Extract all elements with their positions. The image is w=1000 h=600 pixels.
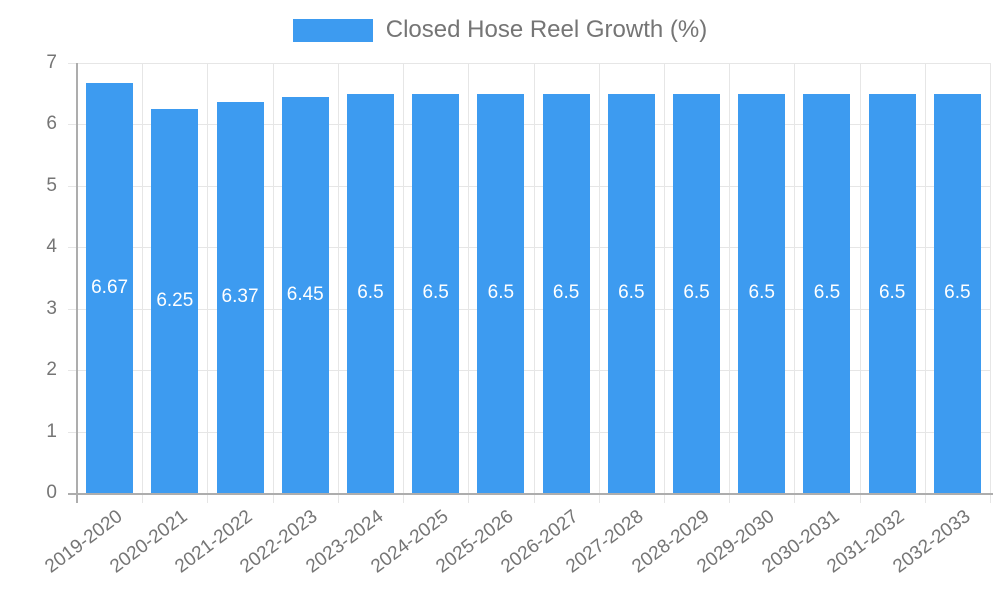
x-axis-line bbox=[68, 493, 993, 495]
bar-value-label: 6.5 bbox=[422, 282, 449, 304]
gridline-vertical bbox=[990, 63, 991, 503]
bar-value-label: 6.5 bbox=[683, 282, 710, 304]
legend-swatch-icon bbox=[292, 18, 373, 42]
bar-2031-2032[interactable] bbox=[868, 93, 916, 493]
gridline-horizontal bbox=[68, 370, 990, 371]
bar-2026-2027[interactable] bbox=[542, 93, 590, 493]
bar-value-label: 6.5 bbox=[878, 282, 906, 304]
y-tick-label: 5 bbox=[46, 174, 57, 196]
bar-value-label: 6.45 bbox=[286, 283, 324, 305]
y-axis-line bbox=[76, 63, 78, 503]
bar-value-label: 6.5 bbox=[357, 282, 384, 304]
y-tick-label: 2 bbox=[46, 359, 57, 381]
bar-2028-2029[interactable] bbox=[673, 93, 721, 493]
bar-2024-2025[interactable] bbox=[412, 93, 460, 493]
bar-2022-2023[interactable] bbox=[281, 96, 329, 493]
y-tick-label: 3 bbox=[46, 297, 57, 319]
bar-value-label: 6.25 bbox=[156, 290, 194, 312]
gridline-vertical bbox=[925, 63, 926, 503]
gridline-horizontal bbox=[68, 186, 990, 187]
bar-2030-2031[interactable] bbox=[803, 93, 851, 493]
gridline-horizontal bbox=[68, 124, 990, 125]
gridline-vertical bbox=[860, 63, 861, 503]
bar-value-label: 6.5 bbox=[813, 282, 841, 304]
bar-value-label: 6.5 bbox=[944, 282, 971, 304]
bar-2020-2021[interactable] bbox=[151, 109, 199, 493]
gridline-horizontal bbox=[68, 432, 990, 433]
bar-value-label: 6.5 bbox=[618, 282, 645, 304]
gridline-vertical bbox=[273, 63, 274, 503]
y-tick-label: 1 bbox=[46, 420, 57, 442]
gridline-vertical bbox=[403, 63, 404, 503]
gridline-vertical bbox=[729, 63, 730, 503]
bar-2029-2030[interactable] bbox=[738, 93, 786, 493]
gridline-vertical bbox=[338, 63, 339, 503]
bar-2021-2022[interactable] bbox=[216, 101, 264, 493]
bar-2019-2020[interactable] bbox=[86, 83, 134, 493]
bar-value-label: 6.67 bbox=[91, 277, 129, 299]
bar-2025-2026[interactable] bbox=[477, 93, 525, 493]
bar-value-label: 6.5 bbox=[487, 282, 515, 304]
y-tick-label: 4 bbox=[46, 236, 57, 258]
legend[interactable]: Closed Hose Reel Growth (%) bbox=[0, 16, 1000, 44]
gridline-vertical bbox=[207, 63, 208, 503]
bar-2023-2024[interactable] bbox=[346, 93, 394, 493]
bar-2032-2033[interactable] bbox=[933, 93, 981, 493]
gridline-vertical bbox=[664, 63, 665, 503]
gridline-vertical bbox=[599, 63, 600, 503]
legend-label: Closed Hose Reel Growth (%) bbox=[385, 16, 708, 43]
y-tick-label: 7 bbox=[46, 52, 57, 73]
y-tick-label: 0 bbox=[46, 482, 57, 503]
bar-value-label: 6.37 bbox=[221, 286, 259, 308]
gridline-vertical bbox=[534, 63, 535, 503]
gridline-vertical bbox=[142, 63, 143, 503]
y-tick-label: 6 bbox=[46, 113, 57, 135]
gridline-vertical bbox=[468, 63, 469, 503]
gridline-horizontal bbox=[68, 247, 990, 248]
gridline-vertical bbox=[794, 63, 795, 503]
gridline-horizontal bbox=[68, 309, 990, 310]
bar-value-label: 6.5 bbox=[552, 282, 580, 304]
bar-value-label: 6.5 bbox=[748, 282, 775, 304]
bar-2027-2028[interactable] bbox=[607, 93, 655, 493]
gridline-horizontal bbox=[68, 63, 990, 64]
